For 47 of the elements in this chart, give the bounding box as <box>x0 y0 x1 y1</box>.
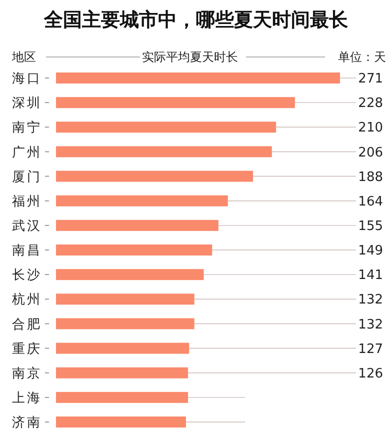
y-axis-title: 地区 <box>11 50 36 64</box>
y-tick-label: 厦门 <box>12 168 42 185</box>
bar <box>56 244 212 256</box>
bar <box>56 367 188 378</box>
bar <box>56 195 228 206</box>
data-label: 126 <box>358 366 383 382</box>
y-tick-label: 广州 <box>12 145 42 160</box>
data-label: 141 <box>358 268 383 284</box>
bar <box>56 146 272 158</box>
data-label: 149 <box>358 244 383 259</box>
bar <box>56 122 276 133</box>
data-label: 164 <box>358 194 383 210</box>
data-label: 206 <box>358 145 383 160</box>
data-label: 228 <box>358 96 383 112</box>
data-label: 188 <box>358 170 383 185</box>
y-tick-label: 上海 <box>12 390 42 406</box>
y-tick-label: 深圳 <box>12 96 42 112</box>
bar <box>56 342 190 354</box>
bar <box>56 392 188 403</box>
y-tick-label: 杭州 <box>11 292 42 308</box>
y-tick-label: 南昌 <box>12 244 42 259</box>
y-tick-label: 南京 <box>12 366 42 382</box>
bar <box>56 220 218 231</box>
x-axis-title: 实际平均夏天时长 <box>142 50 238 64</box>
data-label: 132 <box>358 317 383 332</box>
bar <box>56 294 194 305</box>
y-tick-label: 济南 <box>12 416 42 431</box>
bar <box>56 269 204 280</box>
data-label: 127 <box>358 342 383 357</box>
y-tick-label: 长沙 <box>12 268 42 284</box>
data-label: 132 <box>358 292 383 308</box>
bar <box>56 170 254 182</box>
y-tick-label: 武汉 <box>12 218 42 234</box>
bar <box>56 318 194 330</box>
data-label: 155 <box>358 218 383 234</box>
bar <box>56 97 295 108</box>
bar <box>56 72 340 84</box>
chart-title: 全国主要城市中，哪些夏天时间最长 <box>43 9 349 31</box>
y-tick-label: 重庆 <box>12 342 42 357</box>
data-label: 271 <box>358 72 383 87</box>
text: 单位：天 <box>338 50 386 64</box>
y-tick-label: 南宁 <box>12 120 42 136</box>
data-label: 210 <box>358 120 383 136</box>
y-tick-label: 海口 <box>12 72 42 87</box>
y-tick-label: 合肥 <box>12 317 42 332</box>
y-tick-label: 福州 <box>12 194 42 210</box>
bar <box>56 416 186 428</box>
